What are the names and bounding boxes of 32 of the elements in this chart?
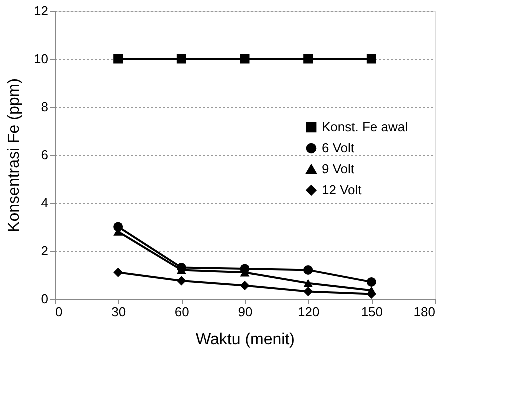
point bbox=[304, 287, 314, 297]
x-tick-label: 180 bbox=[414, 304, 436, 320]
legend-label: 9 Volt bbox=[322, 162, 355, 176]
legend-label: 6 Volt bbox=[322, 140, 355, 156]
point bbox=[114, 54, 124, 64]
y-tick-label: 6 bbox=[41, 148, 48, 162]
x-tick-label: 90 bbox=[238, 304, 253, 320]
point bbox=[114, 268, 124, 278]
x-tick-label: 30 bbox=[112, 304, 126, 320]
x-tick-label: 120 bbox=[298, 304, 320, 320]
y-tick-label: 4 bbox=[41, 196, 48, 210]
legend-label: 12 Volt bbox=[322, 182, 362, 198]
point bbox=[304, 54, 314, 64]
point bbox=[304, 265, 314, 275]
y-tick-label: 8 bbox=[41, 100, 48, 114]
x-tick-label: 0 bbox=[56, 304, 63, 320]
point bbox=[176, 54, 186, 64]
point bbox=[240, 54, 250, 64]
legend-label: Konst. Fe awal bbox=[322, 120, 408, 134]
y-axis-title: Konsentrasi Fe (ppm) bbox=[6, 78, 24, 232]
y-tick-label: 10 bbox=[34, 52, 48, 66]
x-tick-label: 60 bbox=[174, 304, 190, 320]
x-tick-label: 150 bbox=[361, 304, 384, 320]
point bbox=[366, 54, 376, 64]
point bbox=[176, 276, 186, 286]
point bbox=[366, 277, 376, 287]
y-tick-label: 2 bbox=[41, 244, 48, 258]
y-tick-label: 12 bbox=[34, 4, 48, 18]
y-tick-label: 0 bbox=[41, 292, 48, 306]
x-axis-title: Waktu (menit) bbox=[196, 332, 295, 348]
point bbox=[240, 281, 250, 291]
point bbox=[304, 279, 314, 288]
